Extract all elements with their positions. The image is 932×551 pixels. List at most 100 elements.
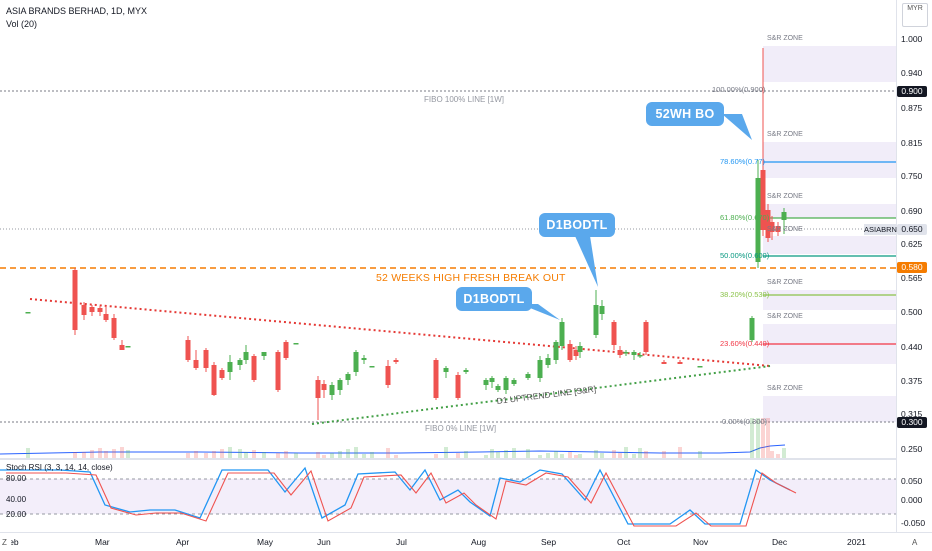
stoch-rsi-pane[interactable]: Stoch RSI (3, 3, 14, 14, close) 80.00 40…	[0, 460, 896, 532]
candle-body	[283, 342, 289, 358]
volume-legend[interactable]: Vol (20)	[6, 19, 38, 29]
volume-bar	[490, 449, 494, 458]
candle-body	[119, 345, 125, 350]
time-axis[interactable]	[0, 532, 932, 551]
volume-bar	[776, 454, 780, 458]
candle-body	[537, 360, 543, 378]
candle-body	[553, 342, 559, 360]
volume-bar	[26, 448, 30, 458]
volume-bar	[538, 455, 542, 458]
candle-body	[337, 380, 343, 390]
candle-body	[483, 380, 489, 385]
volume-bar	[618, 453, 622, 458]
candle-body	[385, 366, 391, 385]
volume-bar	[112, 449, 116, 458]
chart-title: ASIA BRANDS BERHAD, 1D, MYX	[6, 6, 148, 16]
sr-zone-label: S&R ZONE	[767, 226, 803, 233]
volume-bar	[698, 451, 702, 458]
stoch-left-tick: 80.00	[6, 474, 27, 483]
volume-bar	[194, 451, 198, 458]
symbol-tag: ASIABRN	[864, 224, 897, 235]
candle-body	[643, 322, 649, 352]
candle-body	[111, 318, 117, 338]
volume-bar	[186, 453, 190, 458]
candle-body	[227, 362, 233, 372]
candle-body	[661, 362, 667, 364]
volume-bar	[678, 447, 682, 458]
time-label: May	[257, 537, 274, 547]
candle-body	[697, 366, 703, 368]
pane-divider[interactable]	[0, 458, 932, 460]
volume-bar	[632, 454, 636, 458]
time-label: Oct	[617, 537, 631, 547]
volume-bar	[90, 450, 94, 458]
volume-bar	[126, 450, 130, 458]
volume-bar	[370, 452, 374, 458]
candle-body	[567, 344, 573, 360]
candle-body	[329, 385, 335, 395]
candle-body	[72, 270, 78, 330]
volume-bar	[756, 418, 760, 458]
volume-bar	[644, 451, 648, 458]
candle-body	[293, 343, 299, 345]
sr-zone-label: S&R ZONE	[767, 35, 803, 42]
stoch-k-line	[0, 466, 791, 525]
volume-bar	[386, 448, 390, 458]
currency-badge[interactable]: MYR	[902, 3, 928, 27]
volume-bar	[574, 455, 578, 458]
candle-body	[251, 356, 257, 380]
stoch-legend[interactable]: Stoch RSI (3, 3, 14, 14, close)	[6, 463, 113, 472]
candle-body	[353, 352, 359, 372]
sr-zone	[763, 396, 896, 422]
price-tick: 0.315	[901, 409, 923, 419]
volume-bar	[546, 453, 550, 458]
fibo-0-label: FIBO 0% LINE [1W]	[425, 424, 497, 433]
callout-52wh-bo[interactable]: 52WH BO	[646, 102, 724, 126]
candle-body	[345, 374, 351, 380]
volume-bar	[761, 418, 765, 458]
candle-body	[97, 308, 103, 312]
zoom-toggle[interactable]: Z	[2, 538, 7, 547]
candle-body	[185, 340, 191, 360]
price-tick: 0.500	[901, 307, 923, 317]
candle-body	[261, 352, 267, 356]
callout-d1bodtl-lower[interactable]: D1BODTL	[456, 287, 532, 311]
sr-zone	[763, 142, 896, 178]
candle-body	[677, 362, 683, 364]
volume-series	[26, 418, 786, 458]
price-tick: 0.625	[901, 239, 923, 249]
volume-bar	[484, 455, 488, 458]
volume-bar	[204, 453, 208, 458]
candle-body	[243, 352, 249, 360]
fib-label-100: 100.00%(0.900)	[712, 85, 766, 94]
stoch-rsi-canvas[interactable]	[0, 460, 896, 532]
sr-zone-label: S&R ZONE	[767, 313, 803, 320]
fib-label-236: 23.60%(0.440)	[720, 339, 770, 348]
volume-bar	[578, 454, 582, 458]
time-label: 2021	[847, 537, 866, 547]
candle-body	[125, 346, 131, 348]
time-label: Aug	[471, 537, 487, 547]
sr-zone-label: S&R ZONE	[767, 279, 803, 286]
auto-scale-toggle[interactable]: A	[912, 538, 918, 547]
price-tick: 0.250	[901, 444, 923, 454]
price-tag-high52: 0.580	[897, 262, 927, 273]
candle-body	[203, 350, 209, 368]
candle-body	[237, 360, 243, 365]
candle-body	[545, 358, 551, 365]
volume-bar	[322, 455, 326, 458]
fib-label-382: 38.20%(0.530)	[720, 290, 770, 299]
callout-d1bodtl-upper[interactable]: D1BODTL	[539, 213, 615, 237]
fib-label-618: 61.80%(0.670)	[720, 213, 770, 222]
price-tick: 0.940	[901, 68, 923, 78]
volume-ma-line	[0, 444, 786, 455]
stoch-d-line	[6, 469, 797, 527]
candlestick-series	[25, 48, 787, 420]
price-chart-pane[interactable]: ASIA BRANDS BERHAD, 1D, MYX Vol (20) FIB…	[0, 0, 896, 458]
price-chart-canvas[interactable]	[0, 0, 896, 458]
fibo-100-label: FIBO 100% LINE [1W]	[424, 95, 505, 104]
candle-body	[25, 312, 31, 314]
time-label: Nov	[693, 537, 709, 547]
volume-bar	[766, 418, 770, 458]
downtrend-line	[29, 298, 771, 367]
